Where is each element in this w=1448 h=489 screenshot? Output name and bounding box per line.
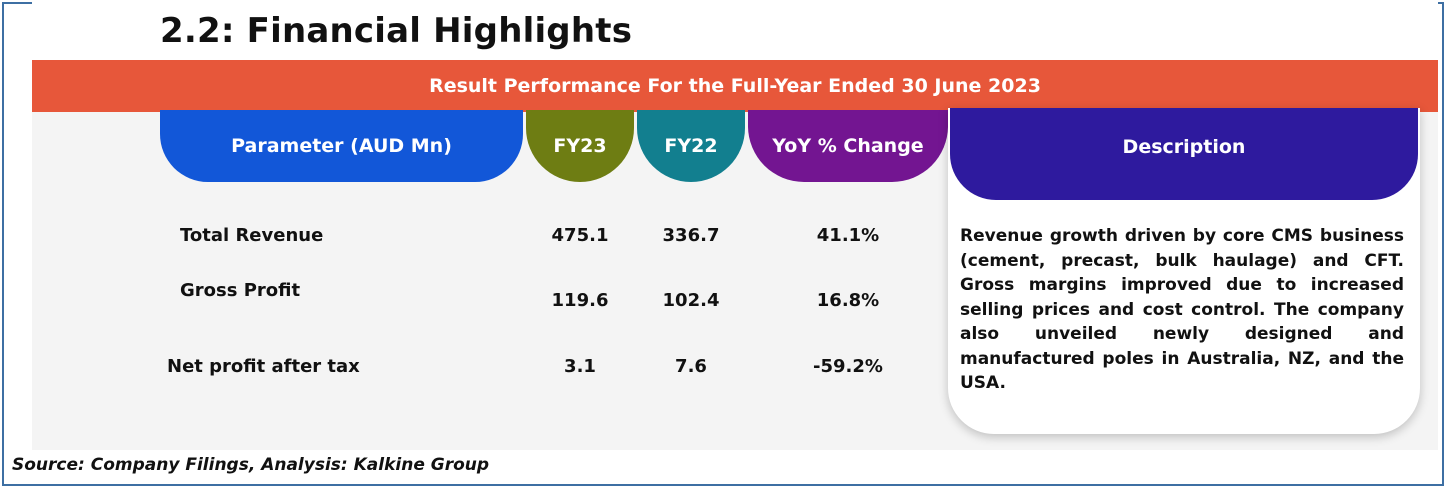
section-title: 2.2: Financial Highlights [160,8,645,54]
row-net-profit-fy23: 3.1 [564,356,596,377]
row-net-profit-yoy: -59.2% [813,356,883,377]
result-banner: Result Performance For the Full-Year End… [32,60,1438,112]
row-gross-profit-label: Gross Profit [180,280,301,301]
header-parameter: Parameter (AUD Mn) [160,110,523,182]
row-total-revenue-fy22: 336.7 [662,225,720,246]
row-total-revenue-fy23: 475.1 [551,225,609,246]
header-description: Description [950,108,1418,200]
row-gross-profit-fy22: 102.4 [662,290,720,311]
row-total-revenue-yoy: 41.1% [816,225,880,246]
header-yoy-change: YoY % Change [748,110,948,182]
row-gross-profit-fy23: 119.6 [551,290,609,311]
source-caption: Source: Company Filings, Analysis: Kalki… [12,455,490,475]
description-text: Revenue growth driven by core CMS busine… [960,226,1404,393]
row-net-profit-label: Net profit after tax [167,356,360,377]
row-gross-profit-yoy: 16.8% [816,290,880,311]
row-total-revenue-label: Total Revenue [180,225,324,246]
row-net-profit-fy22: 7.6 [675,356,707,377]
